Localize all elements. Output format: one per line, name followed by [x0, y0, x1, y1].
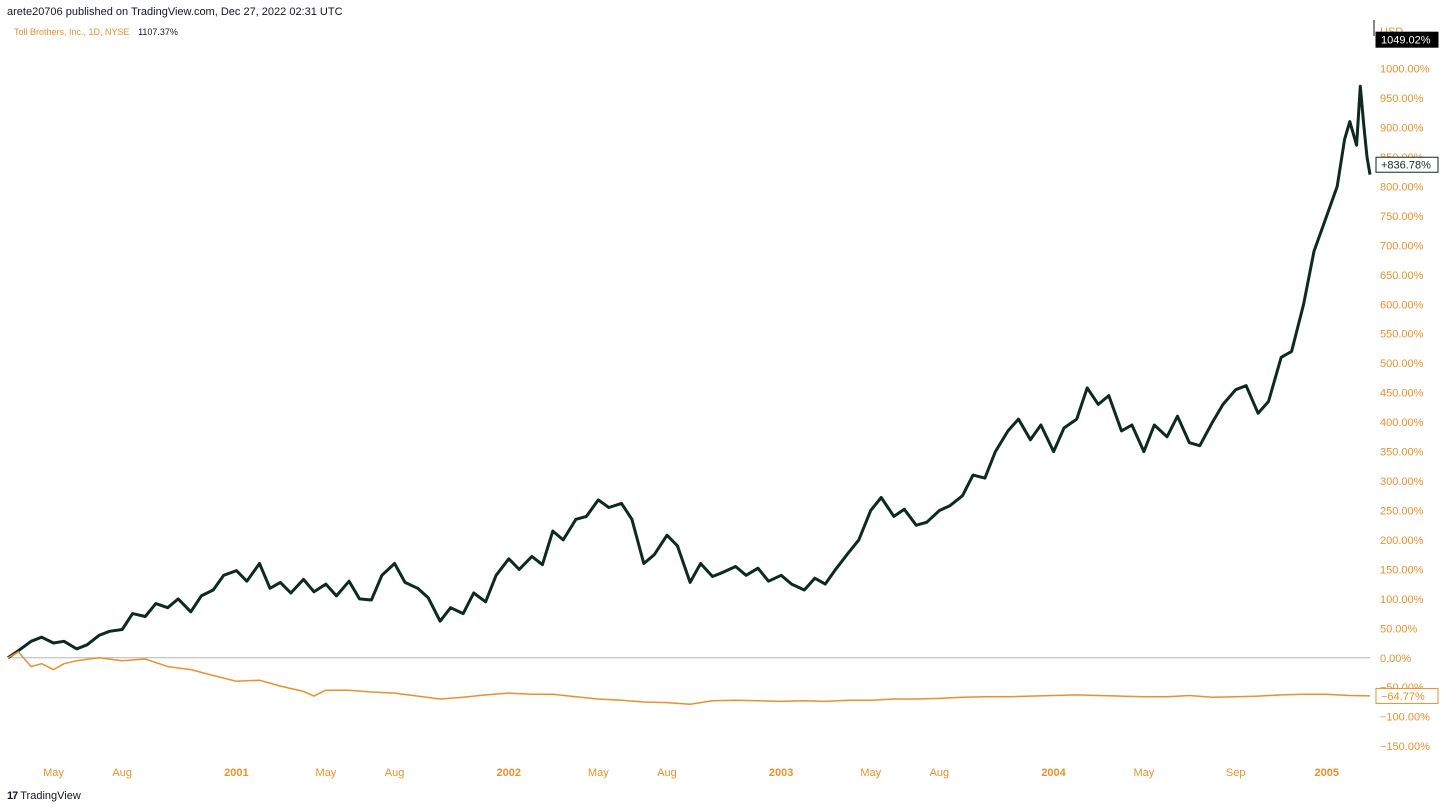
price-label-text: 1049.02% — [1381, 35, 1431, 47]
compare-series-line — [7, 651, 1371, 706]
y-tick-label: 600.00% — [1380, 299, 1424, 311]
y-tick-label: 0.00% — [1380, 653, 1411, 665]
y-tick-label: 900.00% — [1380, 122, 1424, 134]
x-tick-label: Aug — [385, 767, 405, 779]
price-label: 1049.02% — [1375, 31, 1439, 48]
brand-name: TradingView — [20, 790, 81, 802]
y-tick-label: 450.00% — [1380, 388, 1424, 400]
chart[interactable]: USD −150.00%−100.00%−50.00%0.00%50.00%10… — [0, 0, 1456, 790]
y-tick-label: 300.00% — [1380, 476, 1424, 488]
y-tick-label: 150.00% — [1380, 564, 1424, 576]
x-tick-label: May — [860, 767, 881, 779]
footer-brand[interactable]: 17 TradingView — [7, 790, 81, 802]
y-tick-label: 950.00% — [1380, 93, 1424, 105]
main-series-line — [7, 84, 1372, 660]
price-label-text: +836.78% — [1381, 160, 1431, 172]
x-tick-label: 2003 — [769, 767, 793, 779]
y-tick-label: −100.00% — [1380, 712, 1430, 724]
price-labels: 1049.02% +836.78% −64.77% — [1375, 31, 1439, 704]
x-tick-label: May — [588, 767, 609, 779]
x-tick-label: Sep — [1226, 767, 1246, 779]
y-tick-label: 50.00% — [1380, 623, 1418, 635]
price-label-box — [1375, 156, 1439, 173]
x-tick-label: 2005 — [1314, 767, 1338, 779]
y-tick-label: 100.00% — [1380, 594, 1424, 606]
y-tick-label: 800.00% — [1380, 181, 1424, 193]
x-tick-label: 2001 — [224, 767, 248, 779]
x-axis-ticks: May Aug 2001 May Aug 2002 May Aug 2003 May Aug 2004… — [43, 767, 1339, 779]
y-tick-label: 250.00% — [1380, 505, 1424, 517]
x-tick-label: Aug — [657, 767, 677, 779]
price-label-box — [1375, 31, 1439, 48]
y-tick-label: 550.00% — [1380, 329, 1424, 341]
y-tick-label: 750.00% — [1380, 211, 1424, 223]
publish-attribution: arete20706 published on TradingView.com,… — [7, 6, 343, 18]
legend-series-label: Toll Brothers, Inc., 1D, NYSE — [14, 27, 130, 37]
legend-series-value: 1107.37% — [138, 27, 178, 37]
y-tick-label: 700.00% — [1380, 240, 1424, 252]
tradingview-logo-icon: 17 — [7, 790, 18, 802]
x-tick-label: 2004 — [1041, 767, 1066, 779]
x-tick-label: Aug — [930, 767, 950, 779]
price-label-text: −64.77% — [1381, 691, 1425, 703]
y-tick-label: −150.00% — [1380, 741, 1430, 753]
x-tick-label: Aug — [112, 767, 132, 779]
x-tick-label: May — [1133, 767, 1154, 779]
y-axis-ticks: −150.00%−100.00%−50.00%0.00%50.00%100.00… — [1380, 64, 1430, 754]
series-group — [7, 84, 1372, 706]
y-tick-label: 650.00% — [1380, 270, 1424, 282]
y-tick-label: 350.00% — [1380, 447, 1424, 459]
price-label-box — [1375, 687, 1439, 704]
price-label: +836.78% — [1375, 156, 1439, 173]
y-tick-label: 200.00% — [1380, 535, 1424, 547]
x-tick-label: May — [316, 767, 337, 779]
price-label: −64.77% — [1375, 687, 1439, 704]
y-tick-label: 400.00% — [1380, 417, 1424, 429]
y-tick-label: 500.00% — [1380, 358, 1424, 370]
series-legend[interactable]: Toll Brothers, Inc., 1D, NYSE 1107.37% — [14, 27, 178, 37]
x-tick-label: 2002 — [497, 767, 521, 779]
x-tick-label: May — [43, 767, 64, 779]
y-tick-label: 1000.00% — [1380, 64, 1430, 76]
